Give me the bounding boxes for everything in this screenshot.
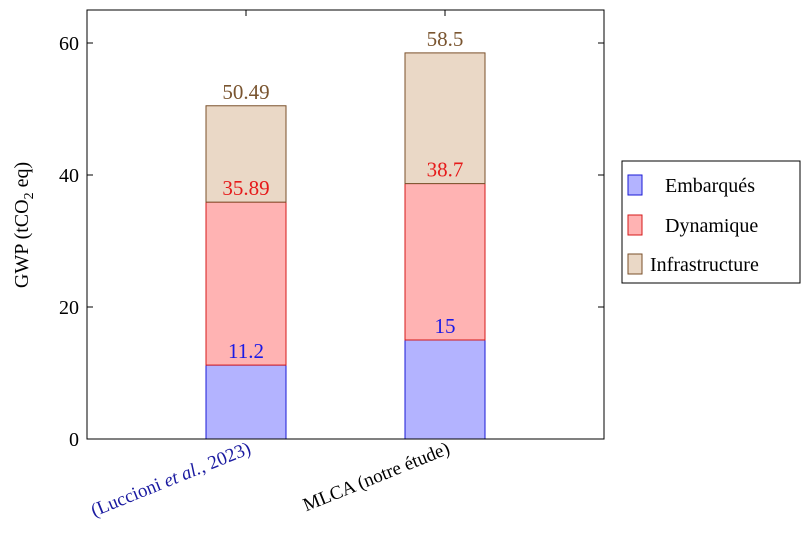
x-tick-label: (Luccioni et al., 2023) [88, 438, 254, 521]
bar-segment-infrastructure [404, 52, 486, 185]
axis-ticks [87, 10, 604, 440]
data-label: 38.7 [427, 158, 464, 182]
bar-segment-embarqués [404, 339, 486, 440]
x-tick-labels: (Luccioni et al., 2023) MLCA (notre étude… [88, 438, 453, 521]
bar-segment-infrastructure [205, 105, 287, 203]
y-tick-label: 60 [59, 33, 79, 55]
plot-frame [86, 9, 605, 440]
legend-label: Embarqués [665, 175, 755, 197]
y-tick-label: 0 [69, 429, 79, 451]
data-label: 50.49 [222, 80, 269, 104]
data-label: 15 [435, 314, 456, 338]
data-label: 11.2 [228, 339, 264, 363]
legend-swatch-dynamique [627, 214, 643, 236]
legend-swatch-infrastructure [627, 253, 643, 275]
y-tick-label: 20 [59, 297, 79, 319]
legend-label: Dynamique [665, 215, 758, 237]
y-axis-label: GWP (tCO2 eq) [11, 162, 37, 288]
legend-label: Infrastructure [650, 254, 759, 276]
x-tick-label: MLCA (notre étude) [300, 438, 453, 516]
data-labels: 11.2 35.89 50.49 15 38.7 58.5 [222, 27, 463, 363]
bars [205, 52, 486, 440]
y-tick-label: 40 [59, 165, 79, 187]
data-label: 58.5 [427, 27, 464, 51]
legend-box [621, 160, 801, 284]
bar-segment-embarqués [205, 364, 287, 440]
legend: Embarqués Dynamique Infrastructure [621, 160, 801, 284]
legend-swatch-embarqués [627, 174, 643, 196]
y-tick-labels: 0 20 40 60 [59, 33, 79, 451]
data-label: 35.89 [222, 176, 269, 200]
bar-segment-dynamique [205, 201, 287, 366]
